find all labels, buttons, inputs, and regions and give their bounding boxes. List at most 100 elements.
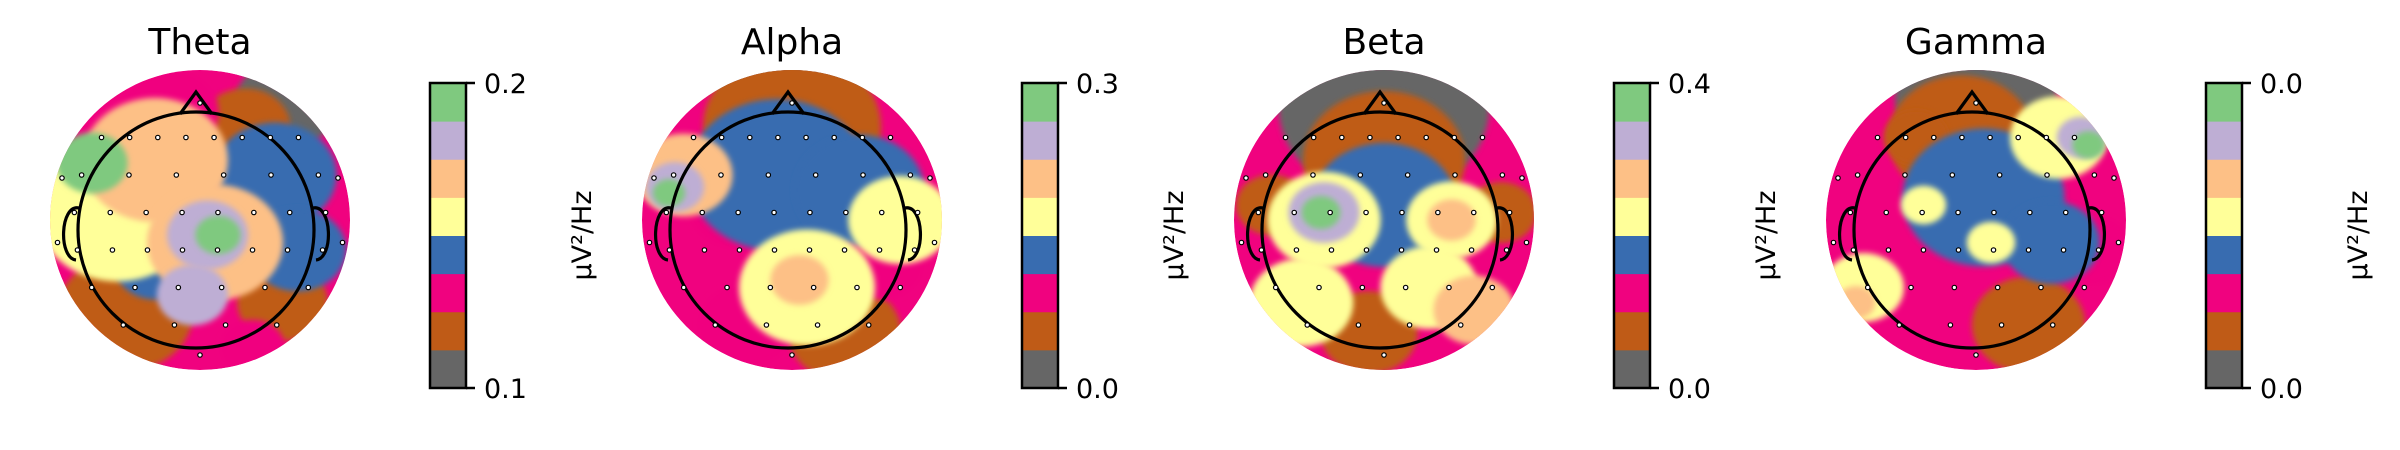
field-contour [1900,185,1947,225]
electrode-dot [1908,284,1914,291]
electrode-dot [78,172,85,178]
panel-title: Beta [1342,22,1425,63]
electrode-dot [98,134,105,141]
colorbar-segment [430,197,466,236]
electrode-dot [680,284,687,291]
colorbar-segment [430,235,466,275]
field-contour [2072,131,2105,159]
electrode-dot [179,209,185,216]
electrode-dot [1830,239,1837,246]
electrode-dot [807,209,813,216]
electrode-dot [1949,172,1956,178]
electrode-dot [59,175,65,181]
electrode-dot [1304,322,1311,328]
electrode-dot [144,247,151,253]
electrode-dot [1973,100,1979,106]
colorbar-segment [430,83,466,122]
electrode-dot [171,322,178,328]
electrode-dot [1991,209,1997,216]
colorbar: 0.0 0.0 µV²/Hz [2204,69,2374,405]
electrode-dot [699,209,706,216]
electrode-dot [197,100,203,106]
electrode-dot [911,247,918,253]
electrode-dot [1282,134,1289,141]
scalp-field [50,70,350,370]
electrodes [1830,100,2122,358]
head-outline [668,110,908,350]
electrode-dot [2049,322,2056,328]
colorbar-segment [430,349,466,389]
electrodes [1238,100,1530,358]
electrode-dot [2015,134,2022,141]
colorbar-segment [1022,349,1058,389]
electrode-dot [927,175,933,181]
right-ear [904,206,922,262]
field-contour [1966,221,2016,264]
colorbar-segment [1614,311,1650,351]
electrode-dot [746,134,753,141]
electrode-dot [1457,322,1464,328]
electrode-dot [860,172,866,178]
electrode-dot [322,209,329,216]
electrode-dot [109,247,116,253]
electrode-dot [1399,209,1405,216]
electrode-dot [1990,247,1997,253]
field-contour [848,175,942,265]
electrode-dot [931,239,938,246]
colorbar-segment [1022,159,1058,198]
electrode-dot [1446,284,1452,291]
electrode-dot [1506,209,1513,216]
electrode-dot [1947,322,1954,328]
electrode-dot [88,284,95,291]
field-contour [1971,276,2086,370]
colorbar-segment [430,311,466,351]
electrode-dot [1994,284,2001,291]
electrode-dot [173,172,180,178]
field-contour [2002,201,2100,284]
colorbar: 0.3 0.0 µV²/Hz [1020,69,1190,405]
nose [1362,89,1398,115]
colorbar-label: µV²/Hz [1751,190,1782,280]
colorbar-segment [1614,235,1650,275]
electrode-dot [211,134,217,141]
electrode-dot [220,172,227,178]
electrode-dot [1896,322,1903,328]
electrode-dot [670,172,677,178]
electrode-dot [183,134,189,141]
electrode-dot [2062,209,2069,216]
electrode-dot [1479,134,1486,141]
colorbar-segment [2206,121,2242,160]
electrode-dot [1243,175,1249,181]
panel-title: Theta [147,22,251,63]
electrode-dot [1468,247,1475,253]
electrode-dot [1327,209,1333,216]
colorbar-segment [1614,273,1650,313]
colorbar-segment [2206,349,2242,389]
electrode-dot [319,247,326,253]
electrode-dot [878,209,885,216]
electrode-dot [1258,247,1265,253]
electrodes [646,100,938,358]
electrode-dot [222,322,229,328]
colorbar-tick-label: 0.0 [2260,69,2303,100]
electrode-dot [1262,172,1269,178]
colorbar-tick-label: 0.4 [1668,69,1711,100]
electrode-dot [214,247,221,253]
electrode-dot [218,284,225,291]
electrode-dot [876,247,883,253]
electrode-dot [806,247,813,253]
colorbar-tick-label: 0.0 [2260,374,2303,405]
colorbar-segment [1022,121,1058,160]
electrode-dot [107,209,114,216]
nose [770,89,806,115]
electrode-dot [812,172,819,178]
electrode-dot [267,134,274,141]
colorbar-segment [1614,197,1650,236]
electrode-dot [1395,134,1401,141]
electrode-dot [1499,172,1506,178]
electrode-dot [789,352,795,358]
field-contour [220,319,285,370]
electrode-dot [1310,172,1316,178]
left-ear [1838,206,1856,262]
left-ear [654,206,672,262]
